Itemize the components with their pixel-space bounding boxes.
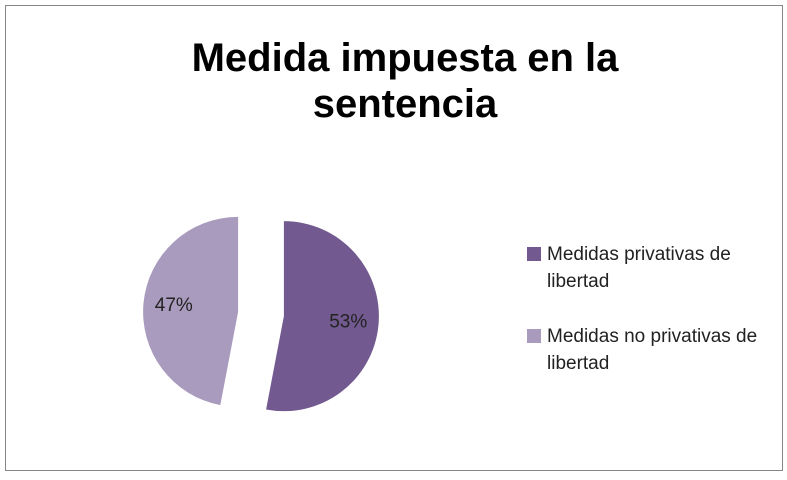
legend-swatch: [527, 329, 541, 343]
chart-title: Medida impuesta en la sentencia: [191, 36, 619, 126]
data-label: 53%: [329, 311, 367, 332]
pie-slice: [143, 216, 239, 406]
chart-border: [5, 5, 783, 471]
legend-label: Medidas no privativas de libertad: [547, 326, 758, 374]
legend-label: Medidas privativas de libertad: [547, 244, 731, 292]
pie-slice: [266, 221, 379, 412]
data-label: 47%: [155, 295, 193, 316]
legend-swatch: [527, 247, 541, 261]
